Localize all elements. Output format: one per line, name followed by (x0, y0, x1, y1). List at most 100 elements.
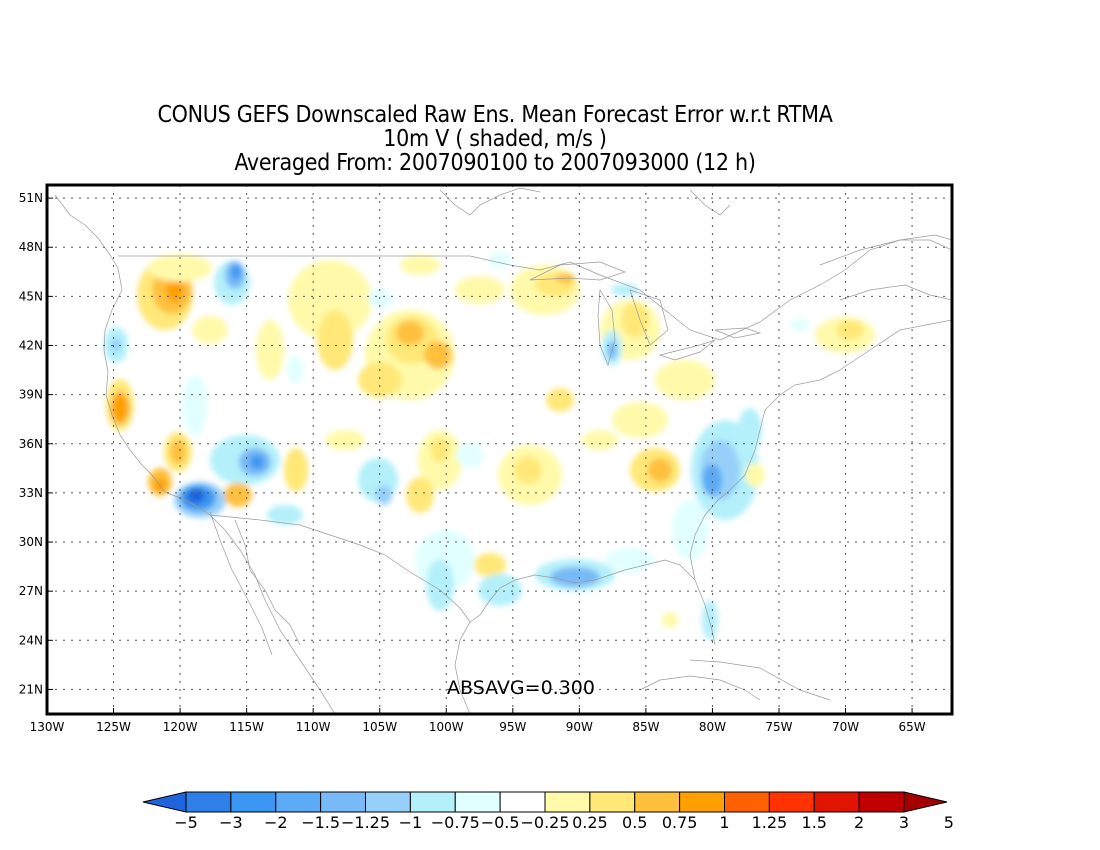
y-tick-label: 24N (19, 633, 43, 647)
field-blob (790, 319, 810, 331)
y-tick-label: 42N (19, 339, 43, 353)
colorbar-swatch (275, 791, 322, 813)
colorbar-label: −0.75 (431, 813, 480, 832)
axis-ticks (46, 197, 913, 714)
pacific-coastline (54, 194, 336, 714)
field-blob (192, 316, 228, 344)
y-tick-label: 27N (19, 584, 43, 598)
y-tick-label: 45N (19, 289, 43, 303)
colorbar-swatch (365, 791, 411, 813)
canada-border (118, 239, 952, 341)
x-axis-labels: 130W 125W 120W 115W 110W 105W 100W 95W 90W 85W 80W… (30, 720, 926, 734)
colorbar-label: −5 (174, 813, 198, 832)
field-blob (111, 338, 121, 352)
colorbar-swatch (454, 791, 501, 813)
colorbar-label: 0.25 (572, 813, 608, 832)
y-tick-label: 39N (19, 388, 43, 402)
colorbar-swatch (230, 791, 277, 813)
x-tick-label: 120W (163, 720, 198, 734)
field-blob (250, 455, 264, 469)
baja-coastline (209, 511, 273, 656)
field-blob (662, 612, 678, 628)
field-blob (488, 252, 512, 268)
colorbar-label: −0.25 (520, 813, 569, 832)
colorbar-label: 1.5 (802, 813, 827, 832)
lake-michigan (597, 288, 616, 367)
colorbar-swatch (858, 791, 905, 813)
lake-superior (529, 261, 627, 281)
nova-scotia-coast (839, 284, 952, 301)
field-blob (474, 553, 506, 577)
colorbar-high-arrow (903, 791, 948, 813)
y-tick-label: 36N (19, 437, 43, 451)
x-tick-label: 110W (296, 720, 331, 734)
field-blob (745, 463, 765, 487)
field-blob (400, 255, 440, 275)
colorbar-label: 1.25 (752, 813, 788, 832)
grid-lines (47, 185, 952, 714)
colorbar-label: 0.5 (622, 813, 647, 832)
field-blob (672, 500, 708, 560)
title-line-2: 10m V ( shaded, m/s ) (383, 126, 607, 152)
field-blob (836, 320, 864, 340)
x-tick-label: 115W (229, 720, 264, 734)
field-blob (406, 477, 434, 513)
field-blob (358, 362, 402, 398)
x-tick-label: 95W (499, 720, 526, 734)
field-blob (231, 265, 241, 279)
colorbar-label: −1.25 (341, 813, 390, 832)
field-blob (605, 548, 655, 572)
atlantic-coastline (689, 319, 952, 646)
field-blob (284, 448, 308, 492)
field-blob (456, 443, 484, 467)
colorbar-low-arrow (142, 791, 187, 813)
newfoundland-coast (819, 234, 952, 266)
field-blob (655, 360, 715, 400)
colorbar-label: 5 (944, 813, 954, 832)
colorbar-swatch (544, 791, 591, 813)
yucatan-coast (639, 675, 761, 701)
colorbar-label: −1.5 (301, 813, 340, 832)
colorbar-label: 1 (719, 813, 729, 832)
colorbar-swatch (768, 791, 815, 813)
x-tick-label: 85W (632, 720, 659, 734)
lake-huron (629, 289, 669, 346)
x-tick-label: 80W (699, 720, 726, 734)
y-tick-label: 51N (19, 191, 43, 205)
x-tick-label: 70W (832, 720, 859, 734)
field-blob (183, 375, 207, 435)
colorbar-swatch (320, 791, 366, 813)
field-blob (256, 320, 284, 380)
x-tick-label: 75W (765, 720, 792, 734)
field-blob (621, 302, 649, 338)
colorbar-swatch (499, 791, 546, 813)
field-blob (187, 489, 205, 503)
absavg-annotation: ABSAVG=0.300 (447, 677, 595, 699)
mexico-border (209, 514, 471, 623)
colorbar-label: −3 (219, 813, 243, 832)
field-blob (170, 440, 186, 464)
x-tick-label: 100W (429, 720, 464, 734)
colorbar-swatch (724, 791, 770, 813)
x-tick-label: 105W (362, 720, 397, 734)
plot-frame (45, 183, 954, 716)
colorbar-swatch (589, 791, 636, 813)
x-tick-label: 65W (899, 720, 926, 734)
colorbar-swatch (813, 791, 860, 813)
field-blob (612, 402, 668, 438)
field-blob (325, 430, 365, 450)
colorbar-labels: −5 −3 −2 −1.5 −1.25 −1 −0.75 −0.5 −0.25 0.25 0.5 0.… (174, 813, 954, 832)
colorbar-label: −2 (264, 813, 288, 832)
x-tick-label: 130W (30, 720, 65, 734)
error-field (104, 252, 875, 640)
florida-gulf-coast (469, 559, 696, 623)
y-tick-label: 21N (19, 682, 43, 696)
y-tick-label: 33N (19, 486, 43, 500)
field-blob (514, 456, 542, 484)
field-blob (396, 321, 424, 345)
colorbar-swatch (634, 791, 681, 813)
colorbar-label: 0.75 (662, 813, 698, 832)
colorbar-swatch (185, 791, 232, 813)
x-tick-label: 125W (96, 720, 131, 734)
field-blob (430, 438, 450, 462)
